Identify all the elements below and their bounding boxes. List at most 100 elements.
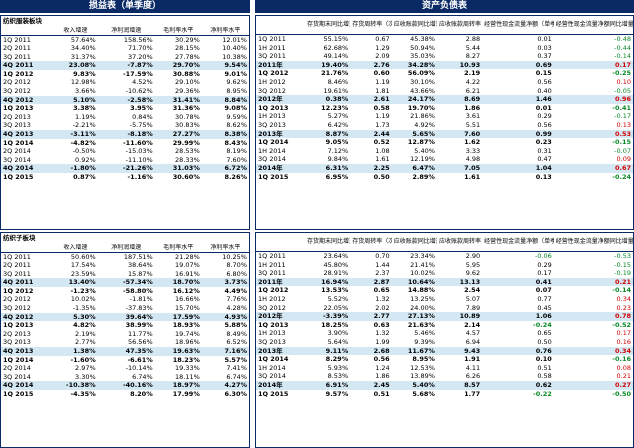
period-cell: 1Q 2012 <box>3 286 34 295</box>
period-cell: 1Q 2013 <box>258 103 289 112</box>
value-cell: 13.25% <box>410 294 435 303</box>
value-cell: -0.44 <box>614 43 631 52</box>
value-cell: -11.10% <box>125 155 153 164</box>
value-cell: 9.83% <box>73 69 96 78</box>
balance-bottom-panel: 存货期末同比增速存货周转率（次）应收账款同比增速应收账款周转率（次）经营性现金流… <box>255 232 634 448</box>
value-cell: 9.62% <box>226 78 247 87</box>
value-cell: 0.56 <box>537 77 552 86</box>
column-header <box>1 244 53 252</box>
value-cell: 5.93% <box>327 363 349 372</box>
value-cell: 6.30% <box>224 390 247 398</box>
value-cell: 8.29% <box>325 355 349 364</box>
header-row: 收入增速 净利润增速 毛利率水平 净利率水平 <box>1 244 249 252</box>
value-cell: -15.03% <box>125 147 153 156</box>
value-cell: -8.18% <box>97 130 155 139</box>
value-cell: 24.00% <box>410 303 435 312</box>
table-row: 3Q 2011 23.59% 15.87% 16.91% 6.80% <box>1 270 249 279</box>
period-cell: 1H 2011 <box>258 260 286 269</box>
table-row: 3Q 2014 9.84% 1.61 12.19% 4.98 0.47 0.09 <box>256 155 633 164</box>
table-row: 2014年 6.31% 2.25 6.47% 7.05 1.04 0.67 <box>256 163 633 173</box>
table-row: 1Q 2014 8.29% 0.56 8.95% 1.91 0.10 -0.16 <box>256 355 633 364</box>
value-cell: 1.77 <box>464 389 481 398</box>
period-cell: 2013年 <box>256 129 305 139</box>
value-cell: 0.58 <box>537 372 552 381</box>
value-cell: 12.23% <box>321 103 349 112</box>
value-cell: 19.63% <box>154 347 202 356</box>
value-cell: 3.73% <box>201 278 249 287</box>
table-row: 1Q 2013 18.25% 0.63 21.63% 2.14 -0.24 -0.52 <box>256 321 633 330</box>
table-row: 1Q 2014 9.05% 0.52 12.87% 1.62 0.23 -0.15 <box>256 138 633 147</box>
period-cell: 1Q 2015 <box>3 390 34 398</box>
period-cell: 1Q 2012 <box>3 69 34 78</box>
value-cell: 21.41% <box>410 260 435 269</box>
column-header: 净利率水平 <box>210 244 241 251</box>
value-cell: 2.02 <box>375 303 390 312</box>
value-cell: 0.37 <box>537 52 552 61</box>
period-cell: 1H 2013 <box>258 329 286 338</box>
table-row: 1Q 2013 4.82% 38.99% 18.93% 5.88% <box>1 321 249 330</box>
value-cell: -0.14 <box>612 286 631 295</box>
value-cell: 55.15% <box>323 35 349 43</box>
value-cell: 8.69 <box>436 95 483 104</box>
value-cell: -0.50 <box>612 389 631 398</box>
period-cell: 3Q 2011 <box>258 52 286 61</box>
value-cell: 8.53% <box>327 372 349 381</box>
value-cell: 6.21 <box>465 86 481 95</box>
value-cell: 34.28% <box>391 60 437 70</box>
value-cell: 9.11% <box>305 346 351 356</box>
value-cell: 0.63 <box>373 320 390 329</box>
value-cell: 5.40% <box>414 146 435 155</box>
period-cell: 1Q 2014 <box>258 355 289 364</box>
value-cell: 0.38% <box>305 95 351 104</box>
value-cell: 13.40% <box>53 278 98 287</box>
table-row: 2Q 2012 10.02% -1.81% 16.66% 7.76% <box>1 295 249 304</box>
table-row: 3Q 2014 0.92% -11.10% 28.33% 7.60% <box>1 156 249 165</box>
value-cell: -21.26% <box>97 164 155 173</box>
value-cell: 9.62 <box>465 269 481 278</box>
value-cell: 62.68% <box>323 43 349 52</box>
period-cell: 1Q 2015 <box>3 173 34 181</box>
table-row: 3Q 2013 6.42% 1.73 4.92% 5.51 0.56 0.13 <box>256 121 633 130</box>
value-cell: 7.16% <box>201 347 249 356</box>
value-cell: 2.37 <box>375 269 390 278</box>
period-cell: 3Q 2014 <box>3 155 31 164</box>
period-cell: 1Q 2013 <box>258 320 289 329</box>
value-cell: 14.88% <box>407 286 435 295</box>
column-header <box>1 27 53 35</box>
value-cell: -1.80% <box>53 164 98 173</box>
value-cell: 10.02% <box>410 269 435 278</box>
column-header: 毛利率水平 <box>163 27 194 34</box>
table-row: 2011年 19.40% 2.76 34.28% 10.93 0.69 0.17 <box>256 60 633 70</box>
value-cell: 0.67 <box>553 163 633 173</box>
value-cell: 1.61 <box>464 172 481 181</box>
value-cell: -0.14 <box>614 52 631 61</box>
value-cell: 2.44 <box>350 129 392 139</box>
income-table: 收入增速 净利润增速 毛利率水平 净利率水平 1Q 2011 50.60% 187.51% 2… <box>1 244 249 399</box>
value-cell: 11.67% <box>391 346 437 356</box>
value-cell: 8.95% <box>412 355 435 364</box>
value-cell: 0.34 <box>616 294 631 303</box>
value-cell: 18.70% <box>154 278 202 287</box>
value-cell: 34.40% <box>70 44 96 53</box>
value-cell: 1.86 <box>464 103 481 112</box>
value-cell: 8.20% <box>130 390 153 398</box>
value-cell: 0.58 <box>373 103 390 112</box>
value-cell: 29.99% <box>172 138 200 147</box>
value-cell: 1.61 <box>375 155 390 164</box>
value-cell: 5.65% <box>391 129 437 139</box>
table-row: 2Q 2013 1.19% 0.84% 30.78% 9.59% <box>1 113 249 122</box>
value-cell: 4.92% <box>414 120 435 129</box>
balance-top-panel: 存货期末同比增速存货周转率（次）应收账款同比增速应收账款周转率（次）经营性现金流… <box>255 15 634 230</box>
value-cell: 5.68% <box>412 389 435 398</box>
period-cell: 1Q 2014 <box>3 355 34 364</box>
value-cell: 15.87% <box>127 269 153 278</box>
value-cell: 5.44 <box>465 43 481 52</box>
table-row: 1H 2011 62.68% 1.29 50.94% 5.44 0.03 -0.44 <box>256 44 633 53</box>
value-cell: 0.76 <box>482 346 554 356</box>
value-cell: 0.51 <box>373 389 390 398</box>
value-cell: 3.30% <box>75 372 96 381</box>
column-header: 净利润增速 <box>111 27 142 34</box>
value-cell: 6.47% <box>391 163 437 173</box>
value-cell: 31.37% <box>70 52 96 61</box>
value-cell: 22.05% <box>323 303 349 312</box>
